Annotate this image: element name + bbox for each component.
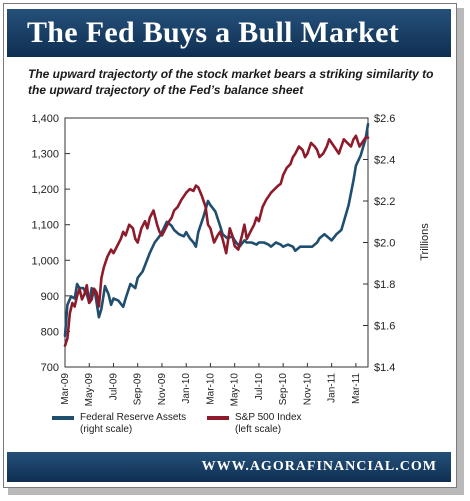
legend-note-fed: (right scale) (80, 424, 133, 435)
sp500-line (63, 134, 370, 348)
legend-note-sp: (left scale) (235, 424, 282, 435)
x-tick-label: Nov-09 (157, 373, 168, 406)
left-tick-label: 700 (41, 362, 59, 374)
x-tick-label: Jul-09 (108, 373, 119, 401)
chart-subtitle: The upward trajectorty of the stock mark… (28, 67, 434, 97)
fed-assets-line (63, 122, 370, 338)
title-banner: The Fed Buys a Bull Market (7, 9, 451, 57)
right-tick-label: $1.6 (374, 321, 395, 333)
legend-entry-sp: S&P 500 Index (left scale) (235, 412, 302, 436)
left-tick-label: 1,300 (31, 149, 59, 161)
left-tick-label: 800 (41, 326, 59, 338)
x-tick-label: Sep-10 (278, 373, 289, 406)
legend-label-fed: Federal Reserve Assets (80, 412, 187, 423)
legend-label-sp: S&P 500 Index (235, 412, 302, 423)
left-tick-label: 1,000 (31, 255, 59, 267)
right-tick-label: $2.0 (374, 238, 395, 250)
right-axis-label: Trillions (419, 223, 431, 261)
right-tick-label: $2.6 (374, 113, 395, 125)
left-tick-label: 1,200 (31, 184, 59, 196)
x-tick-label: Mar-09 (60, 373, 71, 405)
right-axis: $1.4 $1.6 $1.8 $2.0 $2.2 $2.4 $2.6 (363, 113, 395, 374)
x-tick-label: Jul-10 (254, 373, 265, 401)
x-axis: Mar-09 May-09 Jul-09 Sep-09 Nov-09 Jan-10 Mar-… (60, 363, 362, 406)
x-tick-label: Mar-10 (205, 373, 216, 405)
series-group (63, 122, 370, 348)
x-tick-label: May-10 (230, 373, 241, 407)
chart-frame (3, 3, 457, 488)
x-tick-label: Jan-10 (181, 373, 192, 404)
page-title: The Fed Buys a Bull Market (27, 16, 399, 49)
legend-swatch-sp (207, 416, 229, 420)
x-tick-label: Jan-11 (327, 373, 338, 403)
left-axis: 700 800 900 1,000 1,100 1,200 1,300 1,400 (31, 113, 70, 374)
left-tick-label: 1,100 (31, 220, 59, 232)
right-tick-label: $1.8 (374, 279, 395, 291)
x-tick-label: Mar-11 (351, 373, 362, 404)
right-tick-label: $2.2 (374, 196, 395, 208)
legend-entry-fed: Federal Reserve Assets (right scale) (80, 412, 186, 436)
x-tick-label: Sep-09 (133, 373, 144, 406)
legend-swatch-fed (52, 416, 74, 420)
right-tick-label: $2.4 (374, 155, 395, 167)
footer-url: WWW.AGORAFINANCIAL.COM (201, 459, 437, 474)
left-tick-label: 1,400 (31, 113, 59, 125)
x-tick-label: May-09 (84, 373, 95, 407)
footer-banner: WWW.AGORAFINANCIAL.COM (7, 452, 451, 482)
right-tick-label: $1.4 (374, 362, 395, 374)
left-tick-label: 900 (41, 291, 59, 303)
x-tick-label: Nov-10 (302, 373, 313, 406)
